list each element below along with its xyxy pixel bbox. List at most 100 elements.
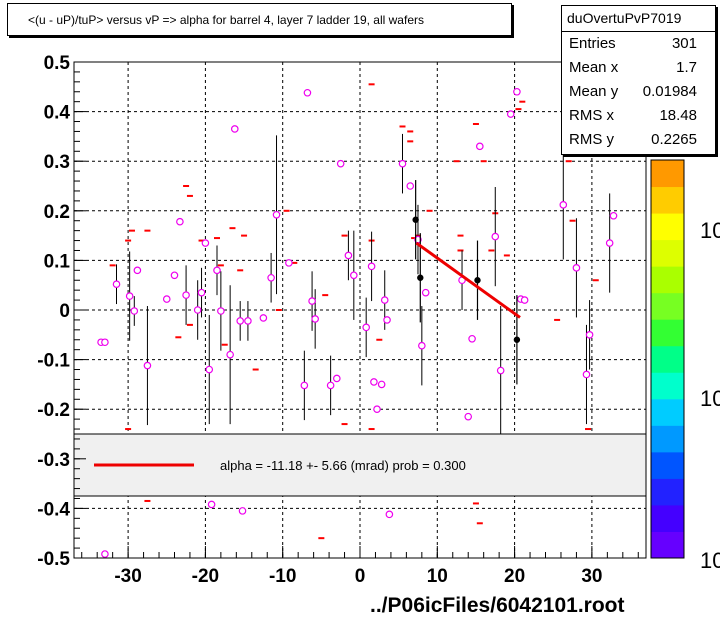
data-point xyxy=(385,510,394,519)
palette-band xyxy=(651,504,684,532)
stats-value: 0.2265 xyxy=(651,131,697,148)
data-point xyxy=(197,288,206,297)
y-tick-label: 0.1 xyxy=(44,251,71,272)
stats-value: 1.7 xyxy=(676,59,697,76)
y-tick-label: 0 xyxy=(59,301,70,322)
stats-label: Mean y xyxy=(569,83,619,100)
x-tick-label: 0 xyxy=(355,566,366,587)
stats-row-rms-y: RMS y 0.2265 xyxy=(562,128,715,152)
palette-band xyxy=(651,213,684,241)
stats-row-entries: Entries 301 xyxy=(562,32,715,56)
data-point xyxy=(238,507,247,515)
palette-band xyxy=(651,531,684,559)
data-point xyxy=(464,412,473,421)
data-point xyxy=(496,366,505,375)
data-point xyxy=(176,217,184,226)
data-point xyxy=(130,307,139,315)
palette-frame xyxy=(650,159,685,559)
stats-row-mean-x: Mean x 1.7 xyxy=(562,56,715,80)
data-point xyxy=(421,288,430,297)
data-point xyxy=(367,262,376,271)
data-point xyxy=(350,271,358,280)
data-point xyxy=(267,273,275,282)
fit-point xyxy=(412,216,419,223)
fit-line xyxy=(415,241,521,319)
data-point xyxy=(418,341,426,350)
stats-label: Mean x xyxy=(569,59,619,76)
profile-points xyxy=(97,87,618,558)
data-point xyxy=(585,330,594,339)
data-point xyxy=(201,239,210,247)
data-point xyxy=(259,314,268,322)
palette-band xyxy=(651,478,684,506)
y-tick-label: -0.5 xyxy=(37,549,70,570)
palette-band xyxy=(651,372,684,400)
data-point xyxy=(336,159,345,168)
stats-value: 0.01984 xyxy=(642,83,697,100)
data-point xyxy=(513,87,521,96)
data-point xyxy=(272,210,281,219)
data-point xyxy=(217,307,225,315)
color-palette xyxy=(650,159,685,559)
palette-band xyxy=(651,345,684,373)
data-point xyxy=(205,365,214,374)
data-point xyxy=(383,316,391,324)
stats-value: 301 xyxy=(671,35,697,52)
y-axis: -0.5 -0.4 -0.3 -0.2 -0.1 0 0.1 0.2 0.3 0.4 0.5 xyxy=(37,53,86,570)
y-tick-label: 0.4 xyxy=(44,103,71,124)
palette-label: 10 xyxy=(700,548,720,573)
data-point xyxy=(520,296,529,304)
data-point xyxy=(373,405,381,414)
data-point xyxy=(207,500,216,509)
data-point xyxy=(101,338,109,347)
y-tick-label: -0.1 xyxy=(37,351,70,372)
palette-label: 10 xyxy=(700,386,720,411)
data-point xyxy=(244,317,252,325)
data-point xyxy=(326,381,335,390)
data-point xyxy=(182,291,190,299)
palette-band xyxy=(651,451,684,479)
data-point xyxy=(506,110,515,118)
data-point xyxy=(609,211,618,220)
fit-legend-text: alpha = -11.18 +- 5.66 (mrad) prob = 0.3… xyxy=(220,458,466,473)
palette-band xyxy=(651,186,684,214)
stats-histogram-name: duOvertuPvP7019 xyxy=(562,6,715,32)
chart-title: <(u - uP)/tuP> versus vP => alpha for ba… xyxy=(7,3,512,36)
palette-band xyxy=(651,292,684,320)
y-tick-label: -0.4 xyxy=(37,499,70,520)
x-tick-label: -30 xyxy=(114,566,141,587)
y-tick-label: -0.2 xyxy=(37,400,70,421)
data-point xyxy=(162,295,171,303)
data-point xyxy=(377,380,386,389)
palette-band xyxy=(651,239,684,267)
data-point xyxy=(380,296,389,304)
data-point xyxy=(285,259,293,267)
x-tick-label: 30 xyxy=(581,566,602,587)
data-point xyxy=(308,297,316,305)
data-point xyxy=(236,317,244,325)
data-point xyxy=(491,232,500,241)
palette-label: 10 xyxy=(700,218,720,243)
x-axis: -30 -20 -10 0 10 20 30 xyxy=(81,546,639,587)
data-point xyxy=(476,142,484,151)
data-point xyxy=(333,374,341,383)
x-tick-label: 20 xyxy=(504,566,525,587)
data-point xyxy=(311,315,319,323)
footer-filename: ../P06icFiles/6042101.root xyxy=(370,594,625,617)
fit-point xyxy=(513,336,521,343)
data-point xyxy=(398,159,407,168)
data-point xyxy=(230,125,239,133)
data-point xyxy=(101,550,109,558)
data-point xyxy=(300,381,309,390)
data-point xyxy=(344,251,353,260)
data-point xyxy=(370,378,378,386)
stats-label: RMS y xyxy=(569,131,614,148)
stats-label: Entries xyxy=(569,35,616,52)
data-point xyxy=(170,271,179,280)
fit-point xyxy=(474,277,481,284)
data-point xyxy=(193,306,202,314)
data-point xyxy=(303,88,312,97)
y-tick-label: -0.3 xyxy=(37,450,70,471)
palette-band xyxy=(651,319,684,347)
